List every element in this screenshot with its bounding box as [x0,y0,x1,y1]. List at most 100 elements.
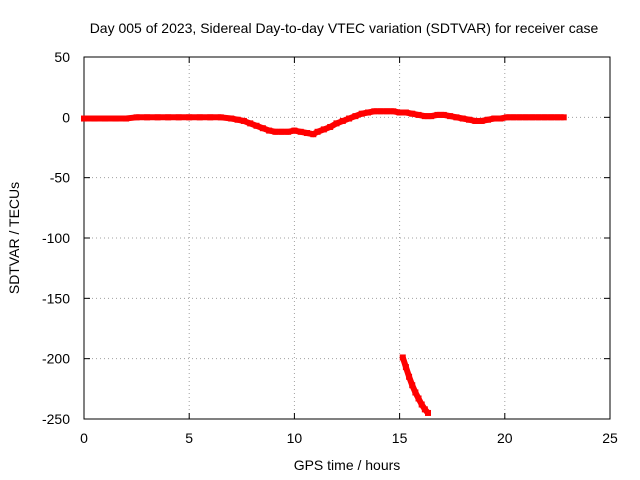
data-point [409,110,416,117]
data-point [390,108,397,115]
x-tick-label: 15 [392,430,408,446]
data-point [186,114,193,121]
data-point [459,115,466,122]
data-point [175,114,182,121]
y-tick-label: -150 [42,290,70,306]
data-point [278,128,285,135]
axis-ticks: 0 5 10 15 20 25 50 0 -50 -100 -150 -200 -250 [42,49,618,446]
data-point [285,128,292,135]
data-point [304,130,311,137]
data-point [383,108,390,115]
data-point [491,115,498,122]
series-layer [81,108,567,416]
x-tick-label: 5 [185,430,193,446]
data-point [165,114,172,121]
data-point [421,406,428,413]
y-tick-label: -50 [50,170,70,186]
y-tick-label: 0 [62,109,70,125]
data-point [541,114,548,121]
data-point [228,115,235,122]
data-point [447,113,454,120]
data-point [453,114,460,121]
data-point [266,127,273,134]
data-point [133,114,140,121]
data-point [314,128,321,135]
data-point [535,114,542,121]
data-point [418,401,425,408]
data-point [196,114,203,121]
data-point [377,108,384,115]
y-tick-label: -200 [42,351,70,367]
data-point [339,117,346,124]
data-point [425,409,432,416]
y-tick-label: -250 [42,411,70,427]
data-point [123,115,130,122]
y-tick-label: -100 [42,230,70,246]
data-point [346,115,353,122]
data-point [522,114,529,121]
data-point [291,127,298,134]
data-point [434,111,441,118]
data-point [253,122,260,129]
series-0 [81,108,567,138]
data-point [402,109,409,116]
data-point [428,113,435,120]
data-point [358,110,365,117]
data-point [320,126,327,133]
grid-lines [84,57,610,419]
data-point [154,114,161,121]
data-point [352,113,359,120]
y-axis-label: SDTVAR / TECUs [6,182,22,294]
data-point [297,128,304,135]
plot-frame [83,56,611,420]
series-1 [399,354,432,416]
data-point [406,373,413,380]
data-point [409,382,416,389]
data-point [529,114,536,121]
data-point [516,114,523,121]
data-point [421,113,428,120]
data-point [548,114,555,121]
data-point [478,117,485,124]
data-point [415,111,422,118]
data-point [371,108,378,115]
data-point [503,114,510,121]
x-tick-label: 0 [80,430,88,446]
data-point [484,116,491,123]
data-point [259,125,266,132]
data-point [81,115,87,122]
data-point [466,116,473,123]
data-point [333,120,340,127]
data-point [560,114,567,121]
data-point [472,117,479,124]
data-point [554,114,561,121]
x-axis-label: GPS time / hours [294,457,401,473]
data-point [144,114,151,121]
data-point [247,120,254,127]
y-tick-label: 50 [54,49,70,65]
data-point [272,128,279,135]
data-point [310,131,317,138]
x-tick-label: 25 [602,430,618,446]
data-point [412,389,419,396]
data-point [415,395,422,402]
data-point [102,115,109,122]
x-tick-label: 20 [497,430,513,446]
data-point [399,354,406,361]
data-point [497,115,504,122]
data-point [240,117,247,124]
data-point [440,111,447,118]
data-point [91,115,98,122]
data-point [217,114,224,121]
data-point [112,115,119,122]
data-point [234,116,241,123]
chart-title: Day 005 of 2023, Sidereal Day-to-day VTE… [90,20,599,36]
data-point [327,123,334,130]
x-tick-label: 10 [287,430,303,446]
data-point [402,364,409,371]
data-point [396,109,403,116]
data-point [365,109,372,116]
data-point [510,114,517,121]
data-point [207,114,214,121]
